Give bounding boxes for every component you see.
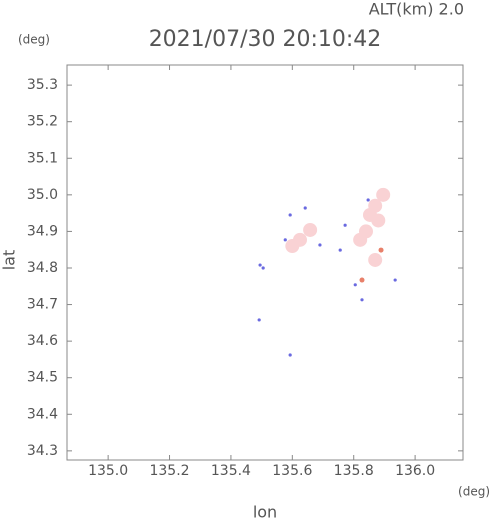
echo-point [261,266,265,270]
x-axis-label: lon [253,503,277,522]
echo-point [359,277,365,283]
y-tick-label: 34.4 [27,406,58,422]
x-tick-label: 135.6 [272,463,312,479]
y-tick-label: 35.3 [27,77,58,93]
y-tick-label: 35.1 [27,150,58,166]
echo-point [358,224,373,239]
echo-point [283,238,287,242]
y-tick-label: 34.7 [27,297,58,313]
echo-point [303,222,318,237]
echo-point [360,298,364,302]
altitude-label: ALT(km) 2.0 [369,0,464,19]
echo-point [371,213,386,228]
x-tick-label: 135.0 [88,463,128,479]
y-tick-label: 34.8 [27,260,58,276]
y-unit: (deg) [18,33,50,47]
y-tick-label: 34.9 [27,223,58,239]
echo-point [368,252,383,267]
y-tick-label: 34.5 [27,370,58,386]
echo-point [366,198,370,202]
x-tick-label: 135.2 [149,463,189,479]
echo-point [353,283,357,287]
echo-point [303,206,307,210]
echo-point [288,213,292,217]
echo-point [393,278,397,282]
echo-point [318,243,322,247]
x-tick-label: 135.8 [334,463,374,479]
echo-point [288,353,292,357]
x-tick-label: 135.4 [211,463,251,479]
echo-point [258,263,262,267]
echo-point [338,248,342,252]
x-tick-label: 136.0 [395,463,435,479]
echo-point [257,318,261,322]
y-tick-label: 34.6 [27,333,58,349]
chart-title: 2021/07/30 20:10:42 [149,27,382,52]
x-unit: (deg) [458,485,490,499]
echo-point [376,187,391,202]
y-tick-label: 34.3 [27,443,58,459]
y-tick-label: 35.2 [27,114,58,130]
plot-frame [66,64,464,461]
y-axis-label: lat [0,250,19,271]
echo-point [368,198,383,213]
echo-point [378,247,384,253]
echo-point [285,239,300,254]
echo-point [343,223,347,227]
y-tick-label: 35.0 [27,187,58,203]
